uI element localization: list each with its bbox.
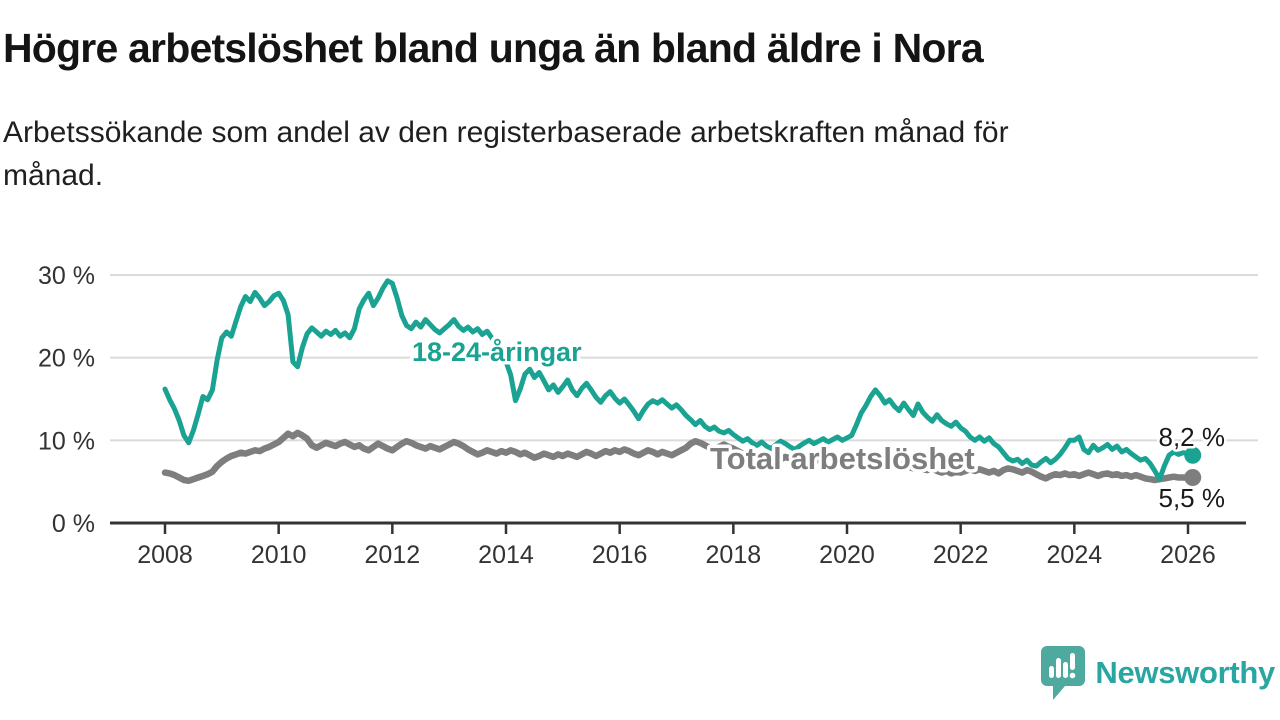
logo-exclamation-dot — [1070, 672, 1076, 679]
series-line-youth — [162, 278, 1196, 482]
series-line-total — [161, 429, 1196, 485]
logo-bar-3 — [1063, 662, 1069, 678]
x-tick-label: 2022 — [933, 541, 989, 569]
newsworthy-logo-mark-icon — [1041, 646, 1086, 700]
page-subtitle-line1: Arbetssökande som andel av den registerb… — [3, 116, 1009, 149]
x-tick-label: 2012 — [365, 541, 421, 569]
page-title: Högre arbetslöshet bland unga än bland ä… — [3, 25, 984, 71]
y-tick-label: 10 % — [38, 427, 95, 455]
x-tick-label: 2016 — [592, 541, 648, 569]
x-tick-label: 2010 — [251, 541, 307, 569]
newsworthy-logo: Newsworthy — [1041, 646, 1275, 700]
y-tick-label: 30 % — [38, 262, 95, 290]
newsworthy-logo-text: Newsworthy — [1095, 655, 1275, 690]
x-tick-label: 2008 — [137, 541, 193, 569]
logo-exclamation-bar — [1070, 653, 1076, 670]
x-tick-label: 2026 — [1160, 541, 1216, 569]
y-tick-label: 20 % — [38, 345, 95, 373]
page-subtitle-line2: månad. — [3, 158, 104, 192]
series-label-youth: 18-24-åringar — [412, 337, 582, 367]
logo-bar-1 — [1049, 666, 1055, 678]
x-tick-label: 2024 — [1047, 541, 1103, 569]
series-end-label-youth: 8,2 % — [1159, 422, 1226, 452]
series-end-dot-youth — [1184, 446, 1202, 464]
x-tick-label: 2014 — [478, 541, 534, 569]
x-tick-label: 2020 — [819, 541, 875, 569]
y-tick-label: 0 % — [52, 510, 95, 538]
series-label-total: Total arbetslöshet — [710, 441, 975, 476]
logo-bar-2 — [1056, 658, 1062, 678]
page-subtitle: Arbetssökande som andel av den registerb… — [3, 112, 1009, 198]
series-end-label-total: 5,5 % — [1159, 483, 1226, 513]
series-end-dot-total — [1184, 469, 1202, 487]
x-tick-label: 2018 — [706, 541, 762, 569]
unemployment-chart: 0 % 10 % 20 % 30 % 2008 2010 2012 2014 2016 2018 2… — [38, 262, 1258, 569]
